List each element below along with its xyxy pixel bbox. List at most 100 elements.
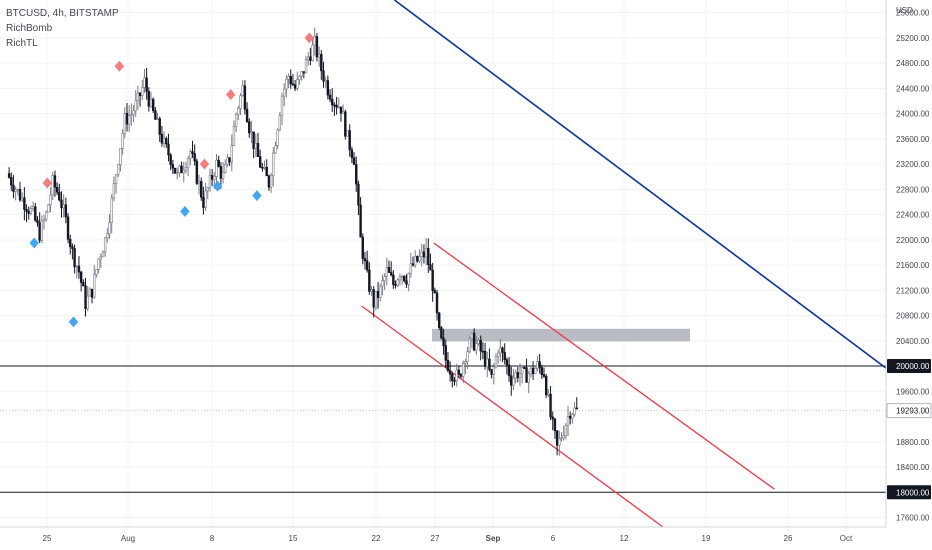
price-tick-label: 25600.00 (896, 9, 930, 18)
candle-body (523, 367, 526, 369)
candle-body (103, 237, 107, 253)
candle-body (241, 85, 244, 96)
date-tick-label: 26 (784, 534, 793, 543)
candle-body (12, 184, 15, 192)
candle-body (365, 260, 369, 271)
candle-body (20, 197, 24, 201)
date-tick-label: Aug (121, 534, 135, 543)
buy-signal-marker (180, 205, 190, 217)
candle-body (210, 175, 214, 180)
candle-body (77, 265, 81, 273)
time-axis[interactable]: 25 Aug 8 15 22 27 Sep 6 12 19 26 Oct (0, 526, 886, 543)
candle-body (71, 246, 74, 249)
candle-body (158, 118, 161, 135)
candle-body (226, 157, 229, 165)
candle-body (58, 191, 61, 201)
candle-body (186, 157, 190, 168)
candle-body (462, 363, 465, 377)
candle-body (189, 151, 192, 159)
candle-body (359, 204, 362, 238)
candle-body (326, 80, 330, 96)
candle-body (457, 369, 461, 375)
candle-body (134, 100, 137, 112)
candle-body (431, 269, 434, 291)
candle-body (562, 435, 565, 439)
candle-body (333, 104, 336, 107)
candle-body (370, 289, 373, 292)
candle-body (542, 374, 546, 377)
candle-body (160, 134, 164, 144)
candle-body (304, 59, 308, 74)
candle-body (25, 209, 28, 212)
candle-body (409, 263, 413, 274)
candle-body (328, 94, 332, 100)
candle-body (481, 350, 485, 353)
candle-body (197, 181, 201, 184)
candle-body (38, 222, 41, 241)
candle-body (300, 71, 303, 77)
candle-body (499, 347, 502, 354)
candle-body (237, 108, 240, 115)
candle-body (418, 256, 421, 262)
candle-body (40, 220, 44, 241)
candle-body (10, 177, 13, 186)
candle-body (444, 345, 447, 361)
channel-upper-line (433, 242, 775, 490)
price-tick-label: 17600.00 (896, 514, 930, 523)
candle-body (411, 263, 415, 266)
candle-body (479, 339, 482, 352)
date-tick-label: 19 (702, 534, 711, 543)
symbol-title[interactable]: BTCUSD, 4h, BITSTAMP (6, 8, 119, 19)
candle-body (361, 236, 364, 259)
candle-body (492, 366, 495, 375)
indicator-richtl[interactable]: RichTL (6, 38, 38, 49)
date-tick-label: 15 (289, 534, 298, 543)
candle-body (276, 129, 279, 146)
candle-body (230, 145, 233, 163)
candle-body (119, 148, 122, 165)
candle-body (466, 351, 469, 362)
candle-body (483, 350, 487, 367)
candle-body (208, 175, 212, 189)
candle-body (97, 258, 100, 270)
candle-body (145, 77, 148, 92)
candle-body (184, 167, 188, 171)
candle-body (245, 108, 249, 123)
price-tick-label: 22000.00 (896, 236, 930, 245)
sell-signal-marker (114, 60, 125, 72)
candle-body (389, 272, 393, 276)
candle-body (121, 133, 124, 149)
candle-body (416, 255, 419, 262)
candle-body (291, 83, 295, 86)
descending-trendline (393, 0, 932, 404)
candle-body (468, 338, 471, 352)
candle-body (169, 154, 172, 165)
candle-body (31, 206, 35, 209)
candle-body (66, 216, 70, 240)
indicator-richbomb[interactable]: RichBomb (6, 23, 53, 34)
candle-body (110, 197, 113, 223)
candle-body (263, 166, 266, 169)
candle-body (269, 175, 273, 188)
candle-body (531, 367, 535, 375)
candle-body (274, 145, 277, 154)
candle-body (117, 164, 120, 176)
date-tick-label: Sep (486, 534, 501, 543)
candle-body (206, 187, 209, 192)
candle-body (84, 285, 87, 309)
candle-body (149, 98, 153, 107)
price-tick-label: 22400.00 (896, 211, 930, 220)
candle-body (403, 275, 406, 282)
price-tick-label: 18400.00 (896, 463, 930, 472)
candle-body (355, 164, 358, 185)
chart-grid (0, 0, 885, 527)
candle-body (433, 290, 437, 294)
candle-body (464, 361, 467, 364)
candle-body (99, 256, 102, 260)
candle-body (298, 75, 301, 80)
candle-body (125, 112, 129, 125)
candle-body (564, 425, 568, 437)
candle-body (302, 71, 306, 74)
